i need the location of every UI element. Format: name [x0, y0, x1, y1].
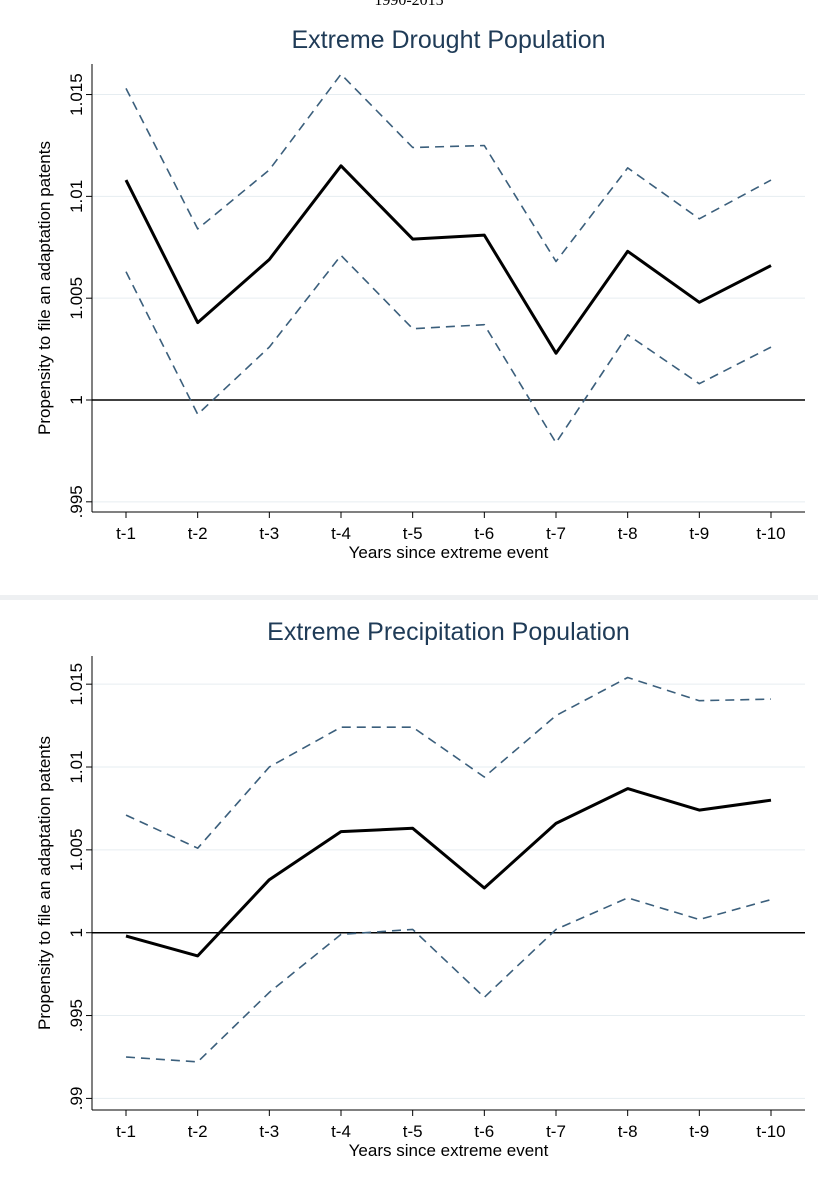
figure-caption: 1990-2015 — [374, 0, 444, 9]
x-tick-label: t-1 — [116, 524, 136, 543]
x-tick-label: t-3 — [259, 524, 279, 543]
x-tick-label: t-9 — [689, 1122, 709, 1141]
panel-divider — [0, 595, 818, 600]
x-tick-label: t-7 — [546, 1122, 566, 1141]
x-tick-label: t-2 — [188, 524, 208, 543]
y-axis-title: Propensity to file an adaptation patents — [35, 736, 54, 1030]
x-tick-label: t-9 — [689, 524, 709, 543]
x-tick-label: t-3 — [259, 1122, 279, 1141]
x-tick-label: t-7 — [546, 524, 566, 543]
series-line-estimate — [125, 787, 772, 958]
x-tick-label: t-10 — [756, 1122, 785, 1141]
x-tick-label: t-2 — [188, 1122, 208, 1141]
y-tick-label: .995 — [67, 999, 86, 1032]
x-tick-label: t-10 — [756, 524, 785, 543]
y-tick-label: 1.005 — [67, 829, 86, 872]
x-tick-label: t-8 — [618, 1122, 638, 1141]
y-tick-label: 1.01 — [67, 180, 86, 213]
x-axis-title: Years since extreme event — [349, 543, 549, 562]
series-line-estimate — [124, 164, 772, 355]
x-tick-label: t-8 — [618, 524, 638, 543]
chart-title: Extreme Drought Population — [291, 26, 605, 54]
y-tick-label: 1.015 — [67, 73, 86, 116]
x-tick-label: t-4 — [331, 1122, 351, 1141]
x-tick-label: t-6 — [474, 524, 494, 543]
series-line-lower-ci — [125, 254, 772, 444]
chart-precipitation: .99 .995 1 1.005 1.01 1.015 t-1 t-2 t-3 t-4 t-5 t-6… — [0, 600, 818, 1189]
x-tick-label: t-5 — [403, 524, 423, 543]
y-tick-label: 1.015 — [67, 663, 86, 706]
y-tick-label: 1.005 — [67, 277, 86, 320]
x-tick-label: t-4 — [331, 524, 351, 543]
x-tick-label: t-5 — [403, 1122, 423, 1141]
chart-drought: .995 1 1.005 1.01 1.015 t-1 t-2 t-3 t-4 t-5 t-6 t-7… — [0, 10, 818, 595]
y-tick-label: .99 — [67, 1087, 86, 1111]
series-line-lower-ci — [125, 897, 772, 1063]
series-line-upper-ci — [125, 676, 772, 849]
x-tick-label: t-1 — [116, 1122, 136, 1141]
chart-title: Extreme Precipitation Population — [267, 618, 630, 646]
y-tick-label: 1.01 — [67, 750, 86, 783]
x-axis-title: Years since extreme event — [349, 1141, 549, 1160]
y-tick-label: .995 — [67, 485, 86, 518]
y-tick-label: 1 — [67, 395, 86, 404]
x-tick-label: t-6 — [474, 1122, 494, 1141]
y-axis-title: Propensity to file an adaptation patents — [35, 141, 54, 435]
y-tick-label: 1 — [67, 928, 86, 937]
series-line-upper-ci — [125, 73, 772, 263]
